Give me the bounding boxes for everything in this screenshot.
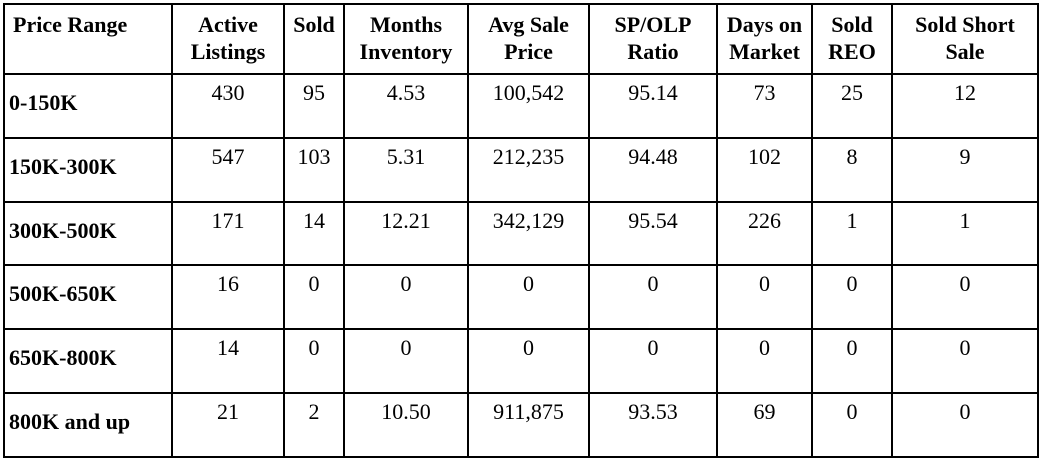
table-cell: 0 <box>588 264 718 331</box>
table-cell: 300K-500K <box>3 200 173 267</box>
table-cell: 0 <box>891 328 1039 394</box>
table-row: 500K-650K 16 0 0 0 0 0 0 0 <box>3 264 1039 331</box>
header-price-range: Price Range <box>3 3 173 75</box>
table-cell: 0 <box>283 264 345 331</box>
table-cell: 800K and up <box>3 391 173 458</box>
table-cell: 0 <box>588 328 718 394</box>
header-active-listings-text: Active Listings <box>190 12 266 64</box>
table-cell: 12 <box>891 73 1039 139</box>
table-cell: 0 <box>891 391 1039 458</box>
table-cell: 650K-800K <box>3 328 173 394</box>
table-cell: 0 <box>343 264 469 331</box>
table-cell: 0 <box>716 328 813 394</box>
table-cell: 212,235 <box>467 136 590 203</box>
table-cell: 14 <box>171 328 285 394</box>
table-cell: 0-150K <box>3 73 173 139</box>
table-cell: 12.21 <box>343 200 469 267</box>
table-cell: 5.31 <box>343 136 469 203</box>
table-cell: 93.53 <box>588 391 718 458</box>
header-months-inventory: Months Inventory <box>343 3 469 75</box>
table-row: 650K-800K 14 0 0 0 0 0 0 0 <box>3 328 1039 394</box>
table-cell: 100,542 <box>467 73 590 139</box>
table-cell: 94.48 <box>588 136 718 203</box>
table-cell: 2 <box>283 391 345 458</box>
header-sold-reo-text: Sold REO <box>828 12 876 64</box>
table-cell: 16 <box>171 264 285 331</box>
header-row: Price Range Active Listings Sold Months … <box>3 3 1039 75</box>
header-sp-olp-ratio-text: SP/OLP Ratio <box>614 12 692 64</box>
table-row: 300K-500K 171 14 12.21 342,129 95.54 226… <box>3 200 1039 267</box>
table-cell: 21 <box>171 391 285 458</box>
table-cell: 0 <box>811 264 893 331</box>
table-cell: 911,875 <box>467 391 590 458</box>
header-avg-sale-price-text: Avg Sale Price <box>488 12 569 64</box>
table-cell: 342,129 <box>467 200 590 267</box>
table-cell: 1 <box>891 200 1039 267</box>
table-cell: 500K-650K <box>3 264 173 331</box>
table-row: 0-150K 430 95 4.53 100,542 95.14 73 25 1… <box>3 73 1039 139</box>
table-cell: 69 <box>716 391 813 458</box>
header-sold-short-sale: Sold Short Sale <box>891 3 1039 75</box>
table-cell: 8 <box>811 136 893 203</box>
table-cell: 150K-300K <box>3 136 173 203</box>
header-days-on-market-text: Days on Market <box>726 12 803 64</box>
table-cell: 0 <box>467 328 590 394</box>
table-cell: 1 <box>811 200 893 267</box>
header-sold-short-sale-text: Sold Short Sale <box>915 12 1015 64</box>
table-cell: 25 <box>811 73 893 139</box>
price-range-table: Price Range Active Listings Sold Months … <box>3 3 1039 458</box>
header-avg-sale-price: Avg Sale Price <box>467 3 590 75</box>
table-cell: 14 <box>283 200 345 267</box>
table-cell: 0 <box>343 328 469 394</box>
table-cell: 4.53 <box>343 73 469 139</box>
header-active-listings: Active Listings <box>171 3 285 75</box>
header-sold: Sold <box>283 3 345 75</box>
table-cell: 171 <box>171 200 285 267</box>
table-cell: 547 <box>171 136 285 203</box>
table-row: 150K-300K 547 103 5.31 212,235 94.48 102… <box>3 136 1039 203</box>
header-sp-olp-ratio: SP/OLP Ratio <box>588 3 718 75</box>
table-cell: 0 <box>283 328 345 394</box>
table-cell: 10.50 <box>343 391 469 458</box>
table-cell: 0 <box>811 391 893 458</box>
table-cell: 95 <box>283 73 345 139</box>
table-cell: 102 <box>716 136 813 203</box>
table-cell: 0 <box>891 264 1039 331</box>
table-cell: 0 <box>716 264 813 331</box>
table-cell: 430 <box>171 73 285 139</box>
header-sold-reo: Sold REO <box>811 3 893 75</box>
table-cell: 103 <box>283 136 345 203</box>
table-row: 800K and up 21 2 10.50 911,875 93.53 69 … <box>3 391 1039 458</box>
header-months-inventory-text: Months Inventory <box>359 12 453 64</box>
table-cell: 226 <box>716 200 813 267</box>
table-cell: 0 <box>811 328 893 394</box>
table-cell: 95.54 <box>588 200 718 267</box>
table-cell: 73 <box>716 73 813 139</box>
table-cell: 0 <box>467 264 590 331</box>
header-days-on-market: Days on Market <box>716 3 813 75</box>
table-cell: 95.14 <box>588 73 718 139</box>
table-cell: 9 <box>891 136 1039 203</box>
